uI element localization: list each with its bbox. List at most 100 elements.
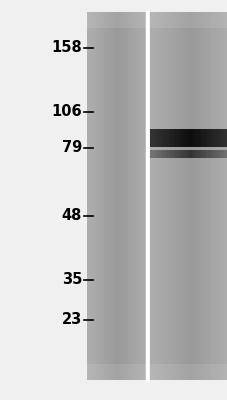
Bar bbox=[217, 150, 219, 158]
Bar bbox=[125, 12, 128, 380]
Bar bbox=[219, 12, 223, 380]
Bar bbox=[177, 12, 181, 380]
Bar bbox=[170, 150, 173, 158]
Bar bbox=[165, 12, 169, 380]
Bar bbox=[209, 129, 212, 147]
Bar bbox=[194, 150, 196, 158]
Bar bbox=[86, 12, 145, 28]
Bar bbox=[101, 12, 104, 380]
Bar bbox=[222, 129, 225, 147]
Bar bbox=[194, 129, 196, 147]
Bar bbox=[152, 150, 155, 158]
Bar bbox=[188, 12, 192, 380]
Bar bbox=[161, 12, 165, 380]
Bar bbox=[212, 150, 214, 158]
Bar bbox=[191, 129, 194, 147]
Bar bbox=[168, 129, 170, 147]
Bar bbox=[173, 150, 175, 158]
Bar bbox=[158, 12, 161, 380]
Bar bbox=[201, 129, 204, 147]
FancyBboxPatch shape bbox=[150, 12, 227, 380]
Bar bbox=[168, 150, 170, 158]
Text: 23: 23 bbox=[62, 312, 82, 328]
Bar bbox=[89, 12, 92, 380]
Bar bbox=[219, 129, 222, 147]
Bar bbox=[214, 150, 217, 158]
Bar bbox=[150, 12, 227, 28]
Bar bbox=[113, 12, 116, 380]
Bar bbox=[136, 12, 139, 380]
Bar bbox=[183, 150, 186, 158]
Bar bbox=[173, 129, 175, 147]
Bar bbox=[225, 150, 227, 158]
Bar bbox=[86, 12, 89, 380]
Bar bbox=[150, 364, 227, 380]
Bar bbox=[155, 150, 158, 158]
Bar bbox=[160, 150, 163, 158]
Bar bbox=[150, 12, 154, 380]
Bar bbox=[208, 12, 212, 380]
Bar bbox=[222, 150, 225, 158]
Bar bbox=[192, 12, 196, 380]
Bar bbox=[212, 12, 215, 380]
Bar bbox=[181, 12, 185, 380]
Bar bbox=[215, 12, 219, 380]
Bar bbox=[181, 150, 183, 158]
Bar bbox=[188, 150, 191, 158]
Bar bbox=[131, 12, 133, 380]
Bar bbox=[196, 12, 200, 380]
Bar bbox=[175, 150, 178, 158]
Bar bbox=[173, 12, 177, 380]
Bar bbox=[169, 12, 173, 380]
Bar bbox=[165, 150, 168, 158]
Bar bbox=[158, 129, 160, 147]
Bar bbox=[110, 12, 113, 380]
Bar bbox=[185, 12, 188, 380]
Bar bbox=[199, 129, 201, 147]
Bar bbox=[152, 129, 155, 147]
Bar bbox=[206, 129, 209, 147]
Text: 106: 106 bbox=[51, 104, 82, 120]
Bar bbox=[165, 129, 168, 147]
Bar bbox=[200, 12, 204, 380]
Bar bbox=[116, 12, 119, 380]
Bar bbox=[188, 129, 191, 147]
Bar bbox=[95, 12, 98, 380]
Bar bbox=[150, 129, 152, 147]
Text: 79: 79 bbox=[62, 140, 82, 156]
Bar bbox=[128, 12, 131, 380]
Bar bbox=[119, 12, 122, 380]
Bar bbox=[204, 129, 206, 147]
Bar bbox=[201, 150, 204, 158]
Bar bbox=[196, 150, 199, 158]
Bar bbox=[163, 129, 165, 147]
Bar bbox=[199, 150, 201, 158]
Bar bbox=[175, 129, 178, 147]
Bar bbox=[158, 150, 160, 158]
Bar bbox=[133, 12, 136, 380]
Bar bbox=[150, 150, 152, 158]
FancyBboxPatch shape bbox=[86, 12, 145, 380]
Bar bbox=[186, 150, 188, 158]
Bar bbox=[92, 12, 95, 380]
Bar bbox=[104, 12, 107, 380]
Bar bbox=[122, 12, 125, 380]
Bar bbox=[107, 12, 110, 380]
Text: 48: 48 bbox=[62, 208, 82, 224]
Bar bbox=[98, 12, 101, 380]
Bar bbox=[160, 129, 163, 147]
Bar bbox=[191, 150, 194, 158]
Bar bbox=[212, 129, 214, 147]
Bar bbox=[206, 150, 209, 158]
Bar bbox=[223, 12, 227, 380]
Bar bbox=[204, 150, 206, 158]
Bar bbox=[142, 12, 145, 380]
Bar bbox=[186, 129, 188, 147]
Bar bbox=[154, 12, 158, 380]
Bar bbox=[139, 12, 142, 380]
Bar bbox=[217, 129, 219, 147]
Bar bbox=[196, 129, 199, 147]
Bar bbox=[155, 129, 158, 147]
Bar bbox=[170, 129, 173, 147]
Text: 158: 158 bbox=[51, 40, 82, 56]
